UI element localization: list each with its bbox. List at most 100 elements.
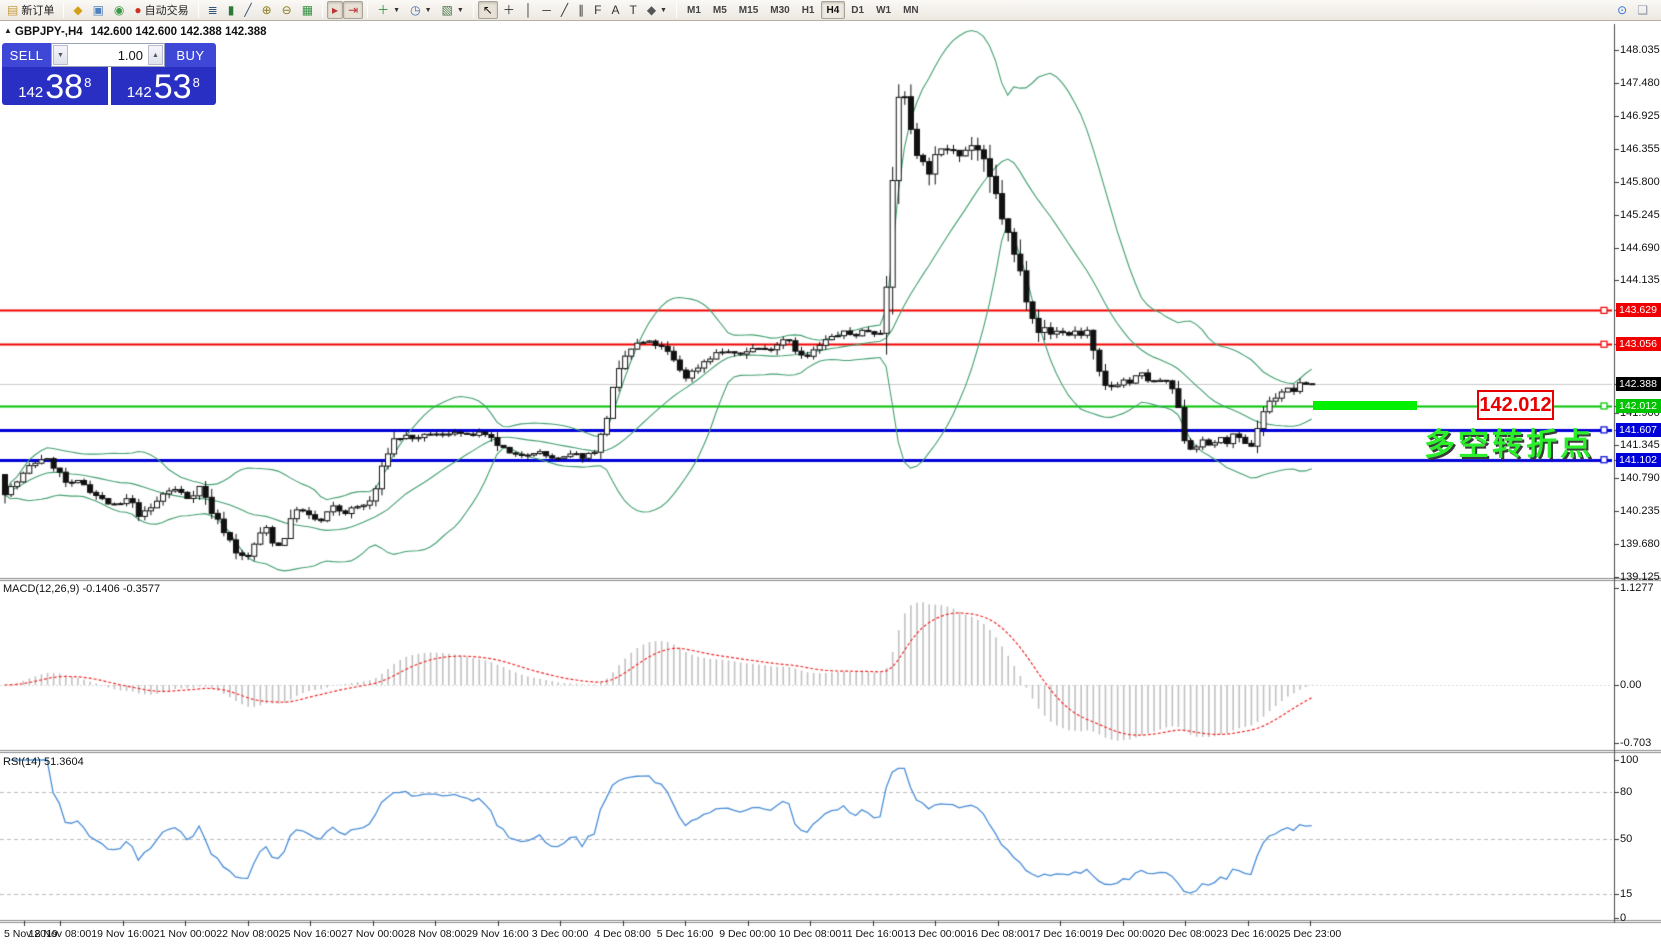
tf-m1-label: M1 (686, 4, 701, 16)
tf-m15[interactable]: M15 (733, 1, 764, 19)
candlestick-chart-icon-glyph: ▮ (227, 3, 235, 17)
periods-clock-icon[interactable]: ◷ ▼ (405, 1, 436, 19)
chat-icon[interactable]: ❑ (1632, 1, 1653, 19)
toolbar: ▤ 新订单 ◆ ▣ ◉ ● 自动交易 ≣ ▮ ╱ ⊕ ⊖ ▦ ▸ ⇥ ＋ ▼ ◷ ▼ ▧ ▼ ↖ ＋ │ ─ ╱ ∥ F A T ◆ ▼ M1 M… (0, 0, 1661, 21)
price-axis-badge: 141.607 (1616, 422, 1661, 437)
tf-m5-label: M5 (712, 4, 727, 16)
cursor-tool-glyph: ↖ (482, 3, 493, 17)
rsi-axis-tick: 15 (1620, 888, 1633, 900)
tf-m30-label: M30 (770, 4, 790, 16)
tf-w1[interactable]: W1 (870, 1, 897, 19)
auto-trading-button[interactable]: ● 自动交易 (129, 1, 193, 19)
price-level-box[interactable]: 142.012 (1477, 390, 1554, 420)
time-axis-label: 5 Nov 2019 (4, 928, 58, 940)
vertical-line-tool[interactable]: │ (520, 1, 538, 19)
arrows-tool-glyph: ◆ (646, 3, 657, 17)
indicators-icon[interactable]: ＋ ▼ (372, 1, 405, 19)
crosshair-tool-glyph: ＋ (502, 3, 515, 17)
search-icon-glyph: ⊙ (1617, 3, 1628, 17)
rsi-axis-tick: 50 (1620, 833, 1633, 845)
tf-w1-label: W1 (876, 4, 892, 16)
trendline-tool[interactable]: ╱ (556, 1, 573, 19)
channel-tool-glyph: ∥ (578, 3, 585, 17)
price-axis-tick: 145.800 (1620, 176, 1660, 189)
rsi-axis-tick: 100 (1620, 754, 1639, 766)
price-axis-badge: 142.388 (1616, 376, 1661, 391)
tf-h4-label: H4 (826, 4, 840, 16)
candlestick-chart-icon[interactable]: ▮ (223, 1, 240, 19)
label-tool[interactable]: T (624, 1, 641, 19)
arrows-tool-caret[interactable]: ▼ (660, 6, 667, 14)
time-axis-label: 22 Nov 08:00 (216, 928, 279, 940)
price-axis-badge: 142.012 (1616, 398, 1661, 413)
symbol-marker-icon: ▲ (4, 26, 12, 35)
chart-shift-icon[interactable]: ⇥ (343, 1, 364, 19)
tf-d1-label: D1 (851, 4, 865, 16)
green-highlight-segment[interactable] (1313, 401, 1417, 410)
time-axis-label: 25 Nov 16:00 (278, 928, 342, 940)
sell-price[interactable]: 142 38 8 (2, 67, 108, 105)
zoom-out-icon-glyph: ⊖ (281, 3, 292, 17)
chart-title: ▲ GBPJPY-,H4 142.600 142.600 142.388 142.3… (4, 26, 267, 38)
tf-m30[interactable]: M30 (764, 1, 795, 19)
templates-icon[interactable]: ▧ ▼ (437, 1, 469, 19)
fibonacci-tool-glyph: F (594, 3, 602, 17)
macd-axis-tick: -0.703 (1620, 737, 1652, 749)
bar-chart-icon[interactable]: ≣ (203, 1, 223, 19)
tile-windows-icon[interactable]: ▦ (297, 1, 318, 19)
auto-scroll-icon[interactable]: ▸ (327, 1, 344, 19)
tf-d1[interactable]: D1 (845, 1, 870, 19)
new-order-button[interactable]: ▤ 新订单 (2, 1, 59, 19)
buy-button[interactable]: BUY (165, 43, 216, 67)
macd-axis-tick: 0.00 (1620, 679, 1642, 691)
zoom-out-icon[interactable]: ⊖ (277, 1, 297, 19)
cursor-tool[interactable]: ↖ (477, 1, 498, 19)
search-icon[interactable]: ⊙ (1612, 1, 1632, 19)
tf-h1[interactable]: H1 (796, 1, 821, 19)
templates-icon-glyph: ▧ (441, 3, 453, 17)
toolbar-separator (197, 2, 199, 18)
bull-bear-turning-point-note[interactable]: 多空转折点 (1424, 427, 1594, 462)
zoom-in-icon[interactable]: ⊕ (257, 1, 277, 19)
toolbar-separator (63, 2, 65, 18)
time-axis-label: 29 Nov 16:00 (466, 928, 529, 940)
volume-input[interactable] (69, 44, 147, 66)
tf-m5[interactable]: M5 (707, 1, 733, 19)
horizontal-line-tool[interactable]: ─ (537, 1, 556, 19)
time-axis-label: 16 Dec 08:00 (966, 928, 1029, 940)
text-tool[interactable]: A (606, 1, 624, 19)
toolbar-separator (675, 2, 677, 18)
volume-increase-button[interactable]: ▲ (148, 45, 163, 65)
chart-shift-icon-glyph: ⇥ (348, 3, 359, 17)
line-chart-icon[interactable]: ╱ (239, 1, 256, 19)
new-chart-icon[interactable]: ◆ (68, 1, 87, 19)
profiles-icon[interactable]: ▣ (88, 1, 109, 19)
rsi-label: RSI(14) 51.3604 (3, 756, 84, 768)
templates-icon-caret[interactable]: ▼ (456, 6, 464, 14)
signals-icon[interactable]: ◉ (109, 1, 129, 19)
buy-price[interactable]: 142 53 8 (110, 67, 216, 105)
fibonacci-tool[interactable]: F (589, 1, 606, 19)
auto-trading-button-label: 自动交易 (144, 5, 189, 17)
crosshair-tool[interactable]: ＋ (498, 1, 520, 19)
channel-tool[interactable]: ∥ (573, 1, 589, 19)
indicators-icon-caret[interactable]: ▼ (393, 6, 401, 14)
tf-h4[interactable]: H4 (820, 1, 846, 19)
volume-decrease-button[interactable]: ▼ (53, 45, 68, 65)
price-axis-tick: 147.480 (1620, 76, 1660, 89)
tf-m1[interactable]: M1 (681, 1, 707, 19)
arrows-tool[interactable]: ◆ ▼ (642, 1, 672, 19)
sell-button[interactable]: SELL (2, 43, 51, 67)
volume-spinner: ▼ ▲ (51, 43, 165, 67)
tile-windows-icon-glyph: ▦ (301, 3, 314, 17)
price-axis-tick: 145.245 (1620, 208, 1660, 221)
time-axis-label: 20 Dec 08:00 (1153, 928, 1217, 940)
periods-clock-icon-caret[interactable]: ▼ (424, 6, 432, 14)
chat-icon-glyph: ❑ (1637, 3, 1648, 17)
price-axis-badge: 143.629 (1616, 303, 1661, 318)
time-axis-label: 17 Dec 16:00 (1028, 928, 1092, 940)
time-axis-label: 3 Dec 00:00 (531, 928, 589, 940)
tf-mn[interactable]: MN (897, 1, 925, 19)
